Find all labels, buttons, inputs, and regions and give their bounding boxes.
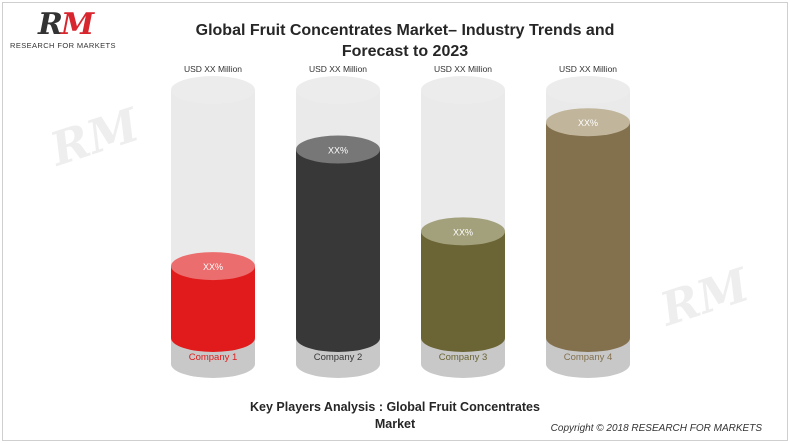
- category-label: Company 2: [314, 352, 363, 363]
- bar-top: [171, 252, 255, 281]
- logo-subtitle: RESEARCH FOR MARKETS: [10, 41, 116, 50]
- bar: [421, 231, 505, 352]
- data-label: XX%: [453, 227, 473, 237]
- copyright: Copyright © 2018 RESEARCH FOR MARKETS: [550, 423, 762, 434]
- chart-caption: Key Players Analysis : Global Fruit Conc…: [250, 400, 540, 431]
- cylinder-shell-top: [421, 76, 505, 104]
- category-label: Company 4: [564, 352, 613, 363]
- top-label: USD XX Million: [184, 64, 242, 74]
- bar: [171, 266, 255, 352]
- bar-top: [296, 135, 380, 164]
- bar: [546, 122, 630, 353]
- top-label: USD XX Million: [309, 64, 367, 74]
- data-label: XX%: [203, 262, 223, 272]
- logo-mark: RM: [38, 7, 94, 42]
- top-label: USD XX Million: [559, 64, 617, 74]
- logo: RM RESEARCH FOR MARKETS: [10, 7, 150, 51]
- cylinder-shell-top: [546, 76, 630, 104]
- bar: [296, 149, 380, 352]
- cylinder-shell-top: [296, 76, 380, 104]
- data-label: XX%: [578, 118, 598, 128]
- bar-top: [421, 217, 505, 246]
- data-label: XX%: [328, 146, 348, 156]
- chart-title: Global Fruit Concentrates Market– Indust…: [195, 22, 615, 60]
- top-label: USD XX Million: [434, 64, 492, 74]
- bar-top: [546, 108, 630, 137]
- category-label: Company 1: [189, 352, 238, 363]
- cylinder-shell-top: [171, 76, 255, 104]
- category-label: Company 3: [439, 352, 488, 363]
